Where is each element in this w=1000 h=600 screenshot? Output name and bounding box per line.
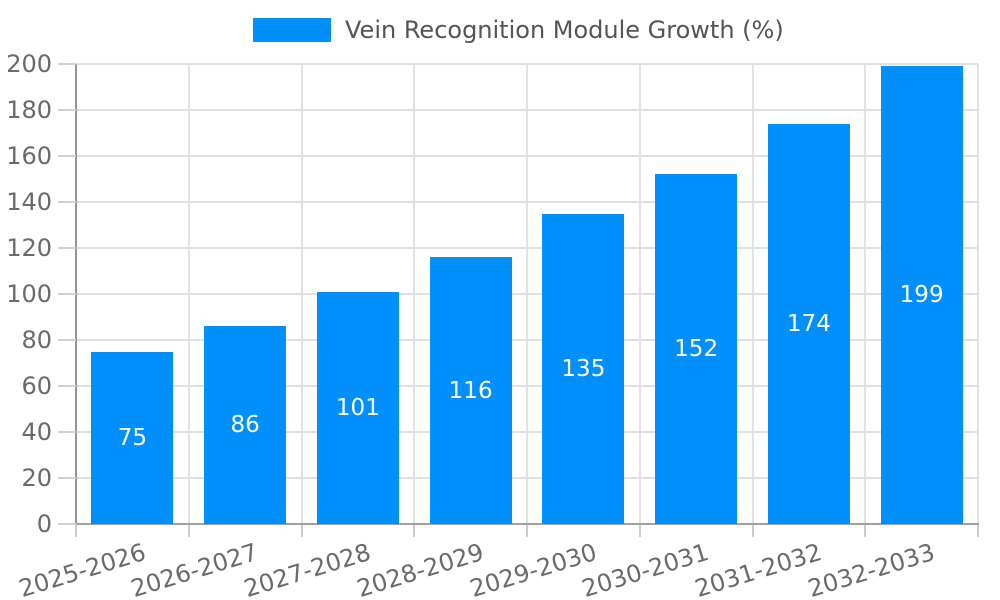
y-tick-label: 0 [36,510,52,538]
y-tick-label: 40 [21,418,52,446]
x-tick [977,525,979,537]
bar[interactable]: 116 [429,257,512,524]
x-tick-label: 2031-2032 [691,538,826,600]
bar-value-label: 174 [786,310,831,337]
legend-swatch-icon [253,18,331,42]
y-tick [58,339,76,341]
v-gridline [751,64,754,524]
bar[interactable]: 86 [204,326,287,524]
x-axis-line [75,523,979,525]
v-gridline [977,64,979,524]
y-tick [58,431,76,433]
v-gridline [638,64,641,524]
y-tick [58,155,76,157]
x-tick [638,525,641,537]
bar[interactable]: 75 [91,351,174,524]
y-tick-label: 160 [6,142,52,170]
legend[interactable]: Vein Recognition Module Growth (%) [253,16,784,44]
x-tick [187,525,190,537]
y-tick [58,385,76,387]
bar-value-label: 152 [674,336,719,363]
x-tick-label: 2027-2028 [240,538,375,600]
y-tick [58,293,76,295]
y-tick [58,63,76,66]
v-gridline [413,64,416,524]
x-tick-label: 2029-2030 [466,538,600,600]
y-tick-label: 140 [6,188,52,216]
x-tick [526,525,528,537]
y-tick [58,523,76,525]
bar[interactable]: 199 [880,66,963,524]
y-tick-label: 60 [21,372,52,400]
v-gridline [864,64,867,524]
v-gridline [300,64,303,524]
y-tick [58,109,76,111]
x-tick-label: 2026-2027 [128,538,262,600]
x-tick [413,525,416,537]
x-tick-label: 2028-2029 [353,538,487,600]
plot-area: 75 86 101 116 135 152 174 199 0 20 40 60 80 100 120 14… [6,50,979,600]
x-tick [300,525,303,537]
v-gridline [187,64,190,524]
bar-value-label: 135 [561,355,606,382]
bar-value-label: 199 [899,282,944,309]
bar[interactable]: 101 [316,291,399,524]
x-tick [864,525,867,537]
x-tick [751,525,754,537]
y-tick [58,201,76,203]
bar[interactable]: 152 [655,174,738,524]
v-gridline [526,64,528,524]
bar-value-label: 86 [230,412,260,439]
y-tick-label: 100 [6,280,52,308]
y-tick-label: 80 [21,326,52,354]
y-tick-label: 180 [6,96,52,124]
x-tick-label: 2032-2033 [804,538,938,600]
bar-value-label: 116 [448,377,493,404]
bar[interactable]: 174 [767,123,850,524]
y-tick-label: 20 [21,464,52,492]
bar-value-label: 101 [335,394,380,421]
bar[interactable]: 135 [542,213,625,524]
y-tick [58,477,76,479]
y-tick-label: 120 [6,234,52,262]
x-tick-label: 2030-2031 [579,538,713,600]
y-axis-line [75,64,77,524]
y-tick-label: 200 [6,50,52,78]
y-tick [58,247,76,249]
bar-value-label: 75 [117,424,148,451]
legend-label: Vein Recognition Module Growth (%) [345,16,784,44]
x-tick [75,525,77,537]
x-tick-label: 2025-2026 [15,538,149,600]
